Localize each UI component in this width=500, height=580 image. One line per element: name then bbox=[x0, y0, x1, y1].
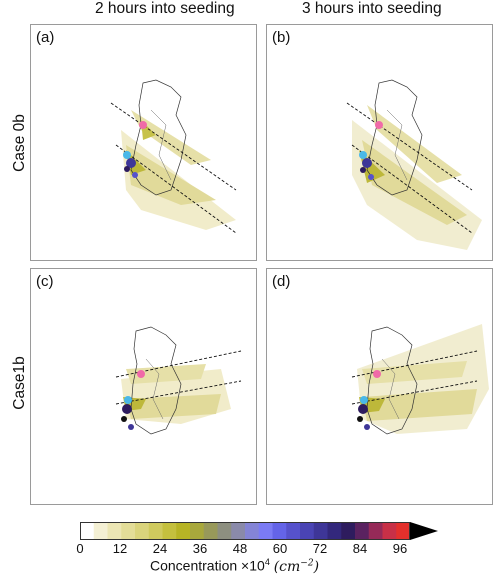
colorbar-segment bbox=[382, 522, 397, 540]
blue-marker bbox=[359, 151, 367, 159]
panel-b: (b) bbox=[266, 24, 493, 261]
colorbar-segment bbox=[203, 522, 218, 540]
colorbar-segment bbox=[190, 522, 205, 540]
row-title-case0b: Case 0b bbox=[11, 114, 28, 172]
concentration-plume bbox=[352, 105, 482, 250]
panel-label-b: (b) bbox=[272, 29, 291, 46]
colorbar-segment bbox=[93, 522, 108, 540]
colorbar-segment bbox=[135, 522, 150, 540]
region-outline bbox=[366, 79, 423, 196]
colorbar-tick-label: 12 bbox=[112, 541, 128, 556]
colorbar-label: Concentration ×104 (cm−2) bbox=[150, 557, 320, 575]
colorbar-tick-label: 96 bbox=[392, 541, 408, 556]
colorbar-segment bbox=[176, 522, 191, 540]
colorbar-segment bbox=[162, 522, 177, 540]
colorbar-extend-arrow bbox=[410, 522, 438, 540]
colorbar-segment bbox=[231, 522, 246, 540]
colorbar-tick-label: 0 bbox=[76, 541, 84, 556]
pink-marker bbox=[373, 370, 381, 378]
colorbar-segment bbox=[355, 522, 370, 540]
colorbar-segment bbox=[341, 522, 356, 540]
concentration-plume bbox=[357, 324, 489, 434]
transect-line bbox=[115, 350, 242, 378]
seeding-hotspots bbox=[357, 404, 370, 430]
colorbar-tick-label: 84 bbox=[352, 541, 368, 556]
panel-a: (a) bbox=[30, 24, 257, 261]
seeding-hotspots bbox=[360, 158, 374, 180]
pink-marker bbox=[375, 121, 383, 129]
column-title-3h: 3 hours into seeding bbox=[302, 0, 442, 17]
seeding-hotspots bbox=[124, 158, 138, 178]
map-a bbox=[110, 79, 237, 234]
panel-label-a: (a) bbox=[36, 29, 55, 46]
colorbar-segment bbox=[368, 522, 383, 540]
colorbar-segment bbox=[327, 522, 342, 540]
colorbar-segment bbox=[148, 522, 163, 540]
panel-label-d: (d) bbox=[272, 273, 291, 290]
transect-line bbox=[115, 380, 242, 405]
seeding-hotspots bbox=[121, 404, 134, 430]
colorbar-tick-label: 72 bbox=[312, 541, 328, 556]
colorbar-segment bbox=[313, 522, 328, 540]
colorbar-segment bbox=[245, 522, 260, 540]
colorbar-segment bbox=[121, 522, 136, 540]
colorbar-segment bbox=[272, 522, 287, 540]
panel-c: (c) bbox=[30, 268, 257, 505]
column-title-2h: 2 hours into seeding bbox=[95, 0, 235, 17]
colorbar-segment bbox=[80, 522, 95, 540]
transect-line bbox=[351, 380, 478, 405]
colorbar-tick-label: 36 bbox=[192, 541, 208, 556]
blue-marker bbox=[123, 151, 131, 159]
row-title-case1b: Case1b bbox=[11, 356, 28, 410]
map-d bbox=[351, 324, 489, 435]
panel-label-c: (c) bbox=[36, 273, 54, 290]
colorbar-tick-label: 24 bbox=[152, 541, 168, 556]
concentration-plume bbox=[121, 110, 236, 230]
region-outline bbox=[130, 79, 187, 196]
colorbar-tick-label: 60 bbox=[272, 541, 288, 556]
blue-marker bbox=[124, 396, 132, 404]
colorbar-segment bbox=[258, 522, 273, 540]
map-c bbox=[115, 326, 242, 435]
colorbar bbox=[80, 522, 440, 540]
colorbar-segment bbox=[396, 522, 411, 540]
transect-line bbox=[110, 102, 237, 191]
pink-marker bbox=[139, 121, 147, 129]
region-outline bbox=[130, 326, 182, 435]
pink-marker bbox=[137, 370, 145, 378]
region-outline bbox=[366, 326, 418, 435]
transect-line bbox=[346, 102, 473, 191]
panel-d: (d) bbox=[266, 268, 493, 505]
colorbar-segment bbox=[286, 522, 301, 540]
colorbar-graphic bbox=[80, 522, 438, 540]
colorbar-segment bbox=[217, 522, 232, 540]
colorbar-segment bbox=[300, 522, 315, 540]
map-b bbox=[346, 79, 482, 250]
transect-line bbox=[351, 350, 478, 378]
colorbar-tick-label: 48 bbox=[232, 541, 248, 556]
blue-marker bbox=[360, 396, 368, 404]
colorbar-segment bbox=[107, 522, 122, 540]
